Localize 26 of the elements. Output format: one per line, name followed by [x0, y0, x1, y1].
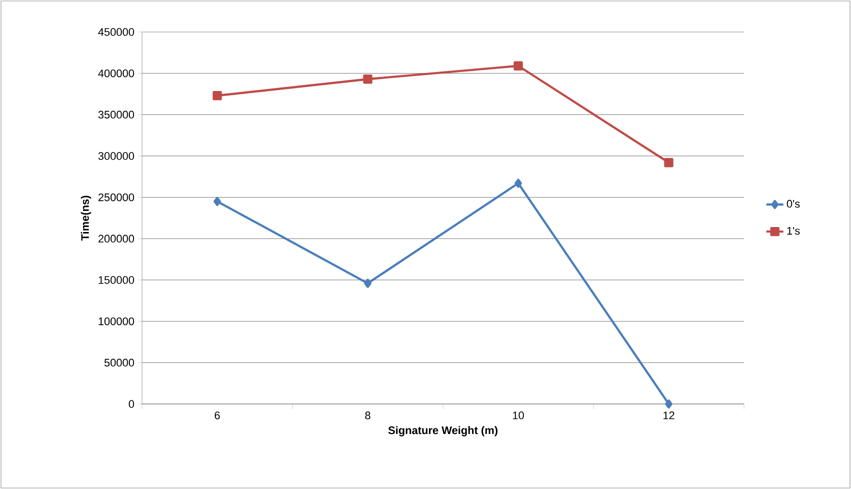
point [363, 74, 372, 84]
y-tick-label: 300000 [98, 152, 134, 160]
y-tick-label: 450000 [98, 28, 134, 36]
legend-label: 1's [787, 227, 800, 235]
y-tick-label: 100000 [98, 317, 134, 326]
x-tick-label: 6 [214, 412, 220, 420]
x-tick-label: 8 [365, 412, 370, 420]
point [665, 399, 672, 409]
y-tick-label: 250000 [98, 193, 134, 202]
y-axis-title: Time(ns) [80, 196, 92, 241]
point [212, 91, 222, 100]
y-tick-label: 400000 [98, 69, 134, 78]
point [214, 196, 221, 206]
x-tick-label: 10 [512, 412, 524, 420]
x-axis-title: Signature Weight (m) [388, 426, 498, 436]
point [514, 61, 523, 70]
legend-label: 0's [786, 200, 800, 208]
y-tick-label: 350000 [98, 110, 134, 119]
point [364, 278, 372, 288]
y-tick-label: 200000 [98, 234, 134, 243]
point [664, 158, 674, 168]
point [514, 178, 522, 188]
y-tick-label: 50000 [104, 358, 134, 367]
y-tick-label: 0 [128, 400, 134, 408]
y-tick-label: 150000 [98, 276, 134, 284]
x-tick-label: 12 [663, 412, 674, 420]
